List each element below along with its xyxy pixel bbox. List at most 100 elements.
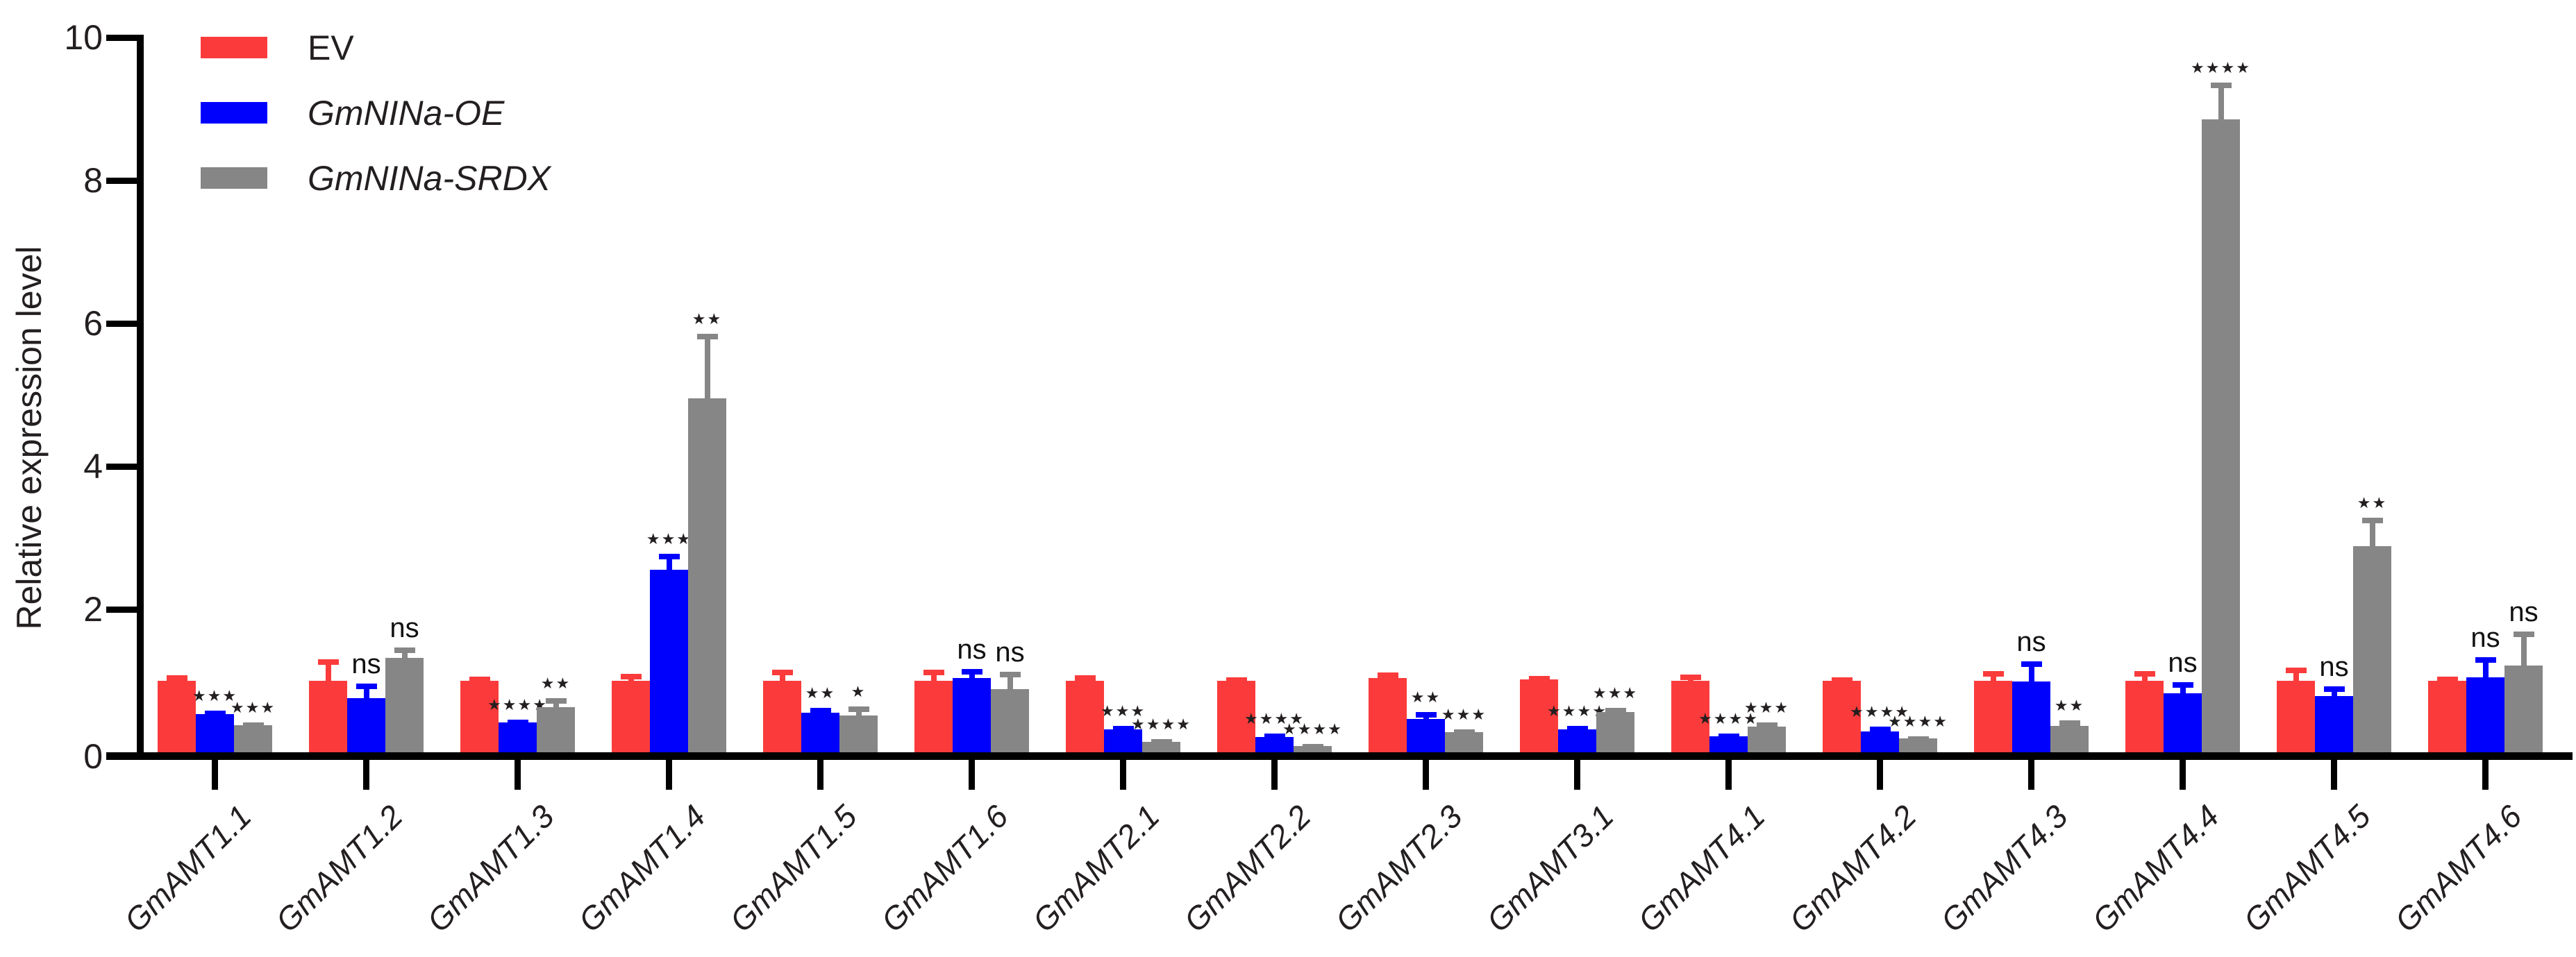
error-bar-cap	[356, 684, 377, 690]
x-category-label: GmAMT1.1	[117, 797, 259, 939]
significance-label: ns	[2319, 652, 2349, 683]
bar-gmnina-srdx	[1748, 726, 1786, 752]
y-tick-label: 2	[83, 590, 103, 629]
bar-gmnina-oe	[1255, 737, 1294, 752]
x-category-label: GmAMT1.2	[269, 797, 410, 939]
y-axis-line	[137, 35, 144, 760]
error-bar-stem	[2141, 670, 2148, 682]
x-category-label: GmAMT1.3	[420, 797, 562, 939]
y-tick-label: 8	[83, 161, 103, 200]
x-tick	[1120, 760, 1126, 790]
error-bar-cap	[1718, 734, 1739, 740]
error-bar-stem	[2520, 631, 2527, 668]
x-category-label: GmAMT2.2	[1177, 797, 1319, 939]
bar-gmnina-oe	[1861, 731, 1899, 752]
error-bar-cap	[2134, 670, 2155, 677]
error-bar-cap	[1112, 725, 1134, 731]
error-bar-stem	[2369, 518, 2375, 548]
bar-ev	[1369, 677, 1407, 752]
x-category-label: GmAMT4.1	[1631, 797, 1773, 939]
bar-gmnina-srdx	[1445, 732, 1483, 752]
x-tick	[2028, 760, 2034, 790]
bar-gmnina-srdx	[2353, 546, 2391, 752]
error-bar-cap	[1377, 672, 1398, 678]
error-bar-cap	[2361, 518, 2383, 524]
error-bar-cap	[1302, 743, 1323, 749]
error-bar-stem	[2028, 661, 2034, 684]
bar-gmnina-srdx	[1596, 712, 1634, 752]
x-category-label: GmAMT4.2	[1782, 797, 1924, 939]
significance-label: ★★★★	[1850, 702, 1910, 720]
bar-ev	[2277, 681, 2315, 752]
y-tick	[106, 320, 137, 327]
error-bar-stem	[2180, 682, 2186, 695]
error-bar-cap	[1264, 734, 1285, 740]
legend-swatch-srdx	[201, 167, 267, 189]
error-bar-cap	[2172, 682, 2193, 688]
bar-gmnina-srdx	[385, 658, 424, 752]
error-bar-cap	[2210, 82, 2232, 88]
significance-label: ★★★	[192, 687, 238, 705]
significance-label: ns	[390, 612, 419, 643]
error-bar-stem	[704, 334, 710, 400]
x-category-label: GmAMT2.3	[1328, 797, 1470, 939]
bar-gmnina-oe	[347, 697, 385, 752]
error-bar-stem	[2218, 82, 2224, 121]
bar-gmnina-oe	[801, 713, 839, 752]
error-bar-stem	[930, 669, 937, 682]
error-bar-cap	[1869, 726, 1891, 732]
significance-label: ★★★★	[1131, 715, 1191, 734]
bar-gmnina-oe	[2315, 695, 2353, 752]
y-tick	[106, 463, 137, 470]
legend-label-srdx: GmNINa-SRDX	[308, 159, 551, 198]
error-bar-cap	[2436, 676, 2458, 682]
error-bar-cap	[166, 675, 187, 681]
bar-gmnina-srdx	[537, 707, 575, 752]
x-tick	[515, 760, 521, 790]
x-category-label: GmAMT3.1	[1480, 797, 1621, 939]
bar-gmnina-oe	[650, 570, 688, 752]
legend-swatch-ev	[201, 37, 267, 58]
bar-ev	[1823, 681, 1861, 752]
x-tick	[2331, 760, 2337, 790]
significance-label: ★★★	[646, 530, 692, 548]
x-tick	[969, 760, 975, 790]
y-tick	[106, 606, 137, 613]
significance-label: ★★★★	[487, 695, 548, 713]
x-tick	[363, 760, 369, 790]
x-tick	[1574, 760, 1580, 790]
error-bar-cap	[1680, 674, 1701, 680]
significance-label: ns	[957, 634, 987, 665]
significance-label: ★★★★	[1698, 710, 1759, 728]
error-bar-stem	[779, 669, 785, 682]
y-tick-label: 4	[83, 447, 103, 486]
error-bar-cap	[1528, 675, 1550, 681]
significance-label: ns	[2509, 596, 2539, 627]
bar-ev	[1974, 681, 2012, 752]
y-tick	[106, 753, 137, 759]
bar-gmnina-srdx	[234, 725, 272, 752]
significance-label: ★★	[805, 684, 836, 702]
significance-label: ★★★	[1743, 698, 1790, 716]
significance-label: ★	[851, 683, 867, 701]
bar-ev	[1217, 681, 1255, 752]
x-category-label: GmAMT1.6	[874, 797, 1016, 939]
x-tick	[1725, 760, 1732, 790]
y-tick-label: 0	[83, 736, 103, 776]
bar-ev	[1671, 681, 1709, 752]
bar-gmnina-srdx	[2504, 666, 2543, 752]
error-bar-cap	[204, 711, 226, 717]
error-bar-cap	[658, 553, 680, 559]
bar-gmnina-oe	[2012, 681, 2050, 752]
bar-gmnina-srdx	[688, 398, 726, 752]
bar-gmnina-oe	[1558, 729, 1596, 752]
bar-gmnina-srdx	[2202, 119, 2240, 752]
x-category-label: GmAMT1.4	[571, 797, 713, 939]
significance-label: ★★★	[1441, 706, 1487, 724]
error-bar-stem	[1007, 671, 1013, 691]
error-bar-cap	[696, 334, 718, 340]
significance-label: ns	[2016, 627, 2046, 658]
bar-ev	[158, 681, 196, 752]
y-tick	[106, 177, 137, 184]
